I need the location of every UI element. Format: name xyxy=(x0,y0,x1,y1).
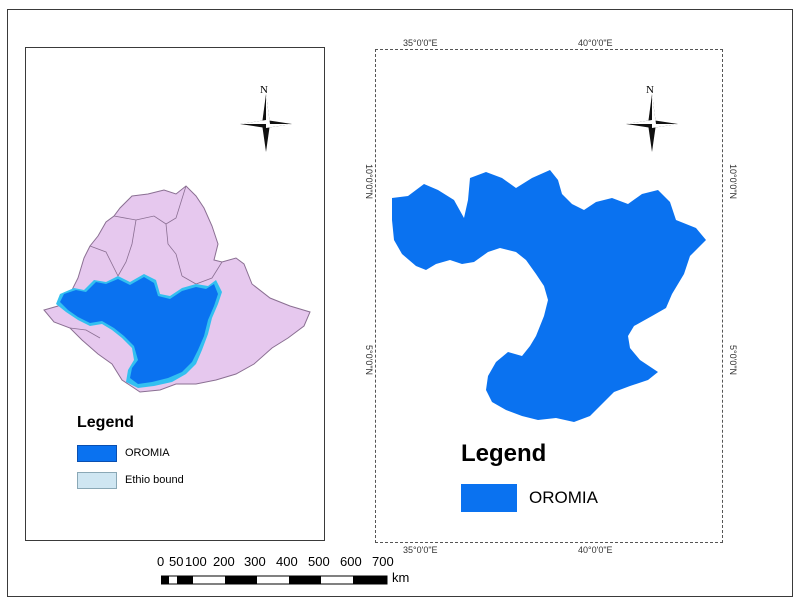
right-legend-title: Legend xyxy=(461,440,547,467)
scale-bar-graphic xyxy=(161,575,388,585)
scale-label-600: 600 xyxy=(340,554,362,569)
north-label: N xyxy=(646,84,654,96)
left-map-frame: N Legend OROMIA Ethio bound xyxy=(25,47,325,541)
scale-label-100: 100 xyxy=(185,554,207,569)
compass-icon xyxy=(626,94,678,152)
left-legend-label-oromia: OROMIA xyxy=(125,447,170,459)
north-label: N xyxy=(260,84,268,96)
scale-label-500: 500 xyxy=(308,554,330,569)
compass-icon xyxy=(240,94,292,152)
scale-label-300: 300 xyxy=(244,554,266,569)
left-legend-title: Legend xyxy=(77,414,134,431)
graticule-left-5n: 5°0'0"N xyxy=(364,345,374,376)
ethiopia-map xyxy=(43,185,311,393)
scale-label-50: 50 xyxy=(169,554,184,569)
region-boundaries xyxy=(69,185,223,339)
north-arrow-right: N xyxy=(622,84,682,154)
graticule-right-10n: 10°0'0"N xyxy=(728,164,738,200)
graticule-bottom-40e: 40°0'0"E xyxy=(578,545,613,555)
oromia-region-zoom xyxy=(392,170,706,422)
graticule-left-10n: 10°0'0"N xyxy=(364,164,374,200)
scale-label-400: 400 xyxy=(276,554,298,569)
right-map-frame: N Legend OROMIA xyxy=(375,49,723,543)
graticule-bottom-35e: 35°0'0"E xyxy=(403,545,438,555)
ethiopia-boundary xyxy=(43,185,311,393)
left-legend-swatch-oromia xyxy=(77,445,117,462)
outer-border xyxy=(7,9,793,597)
scale-unit: km xyxy=(392,570,410,585)
left-legend-swatch-boundary xyxy=(77,472,117,489)
right-legend-swatch-oromia xyxy=(461,484,517,512)
scale-label-700: 700 xyxy=(372,554,394,569)
oromia-region xyxy=(60,277,218,384)
graticule-top-40e: 40°0'0"E xyxy=(578,38,613,48)
north-arrow-left: N xyxy=(236,84,296,154)
scale-label-200: 200 xyxy=(213,554,235,569)
right-legend-label-oromia: OROMIA xyxy=(529,488,598,507)
scale-label-0: 0 xyxy=(157,554,165,569)
left-legend-label-boundary: Ethio bound xyxy=(125,474,184,486)
scale-bar: 0 50 100 200 300 400 500 600 700 km xyxy=(150,552,440,592)
oromia-zoom-map xyxy=(392,170,706,422)
graticule-top-35e: 35°0'0"E xyxy=(403,38,438,48)
graticule-right-5n: 5°0'0"N xyxy=(728,345,738,376)
oromia-inlet xyxy=(496,286,544,346)
